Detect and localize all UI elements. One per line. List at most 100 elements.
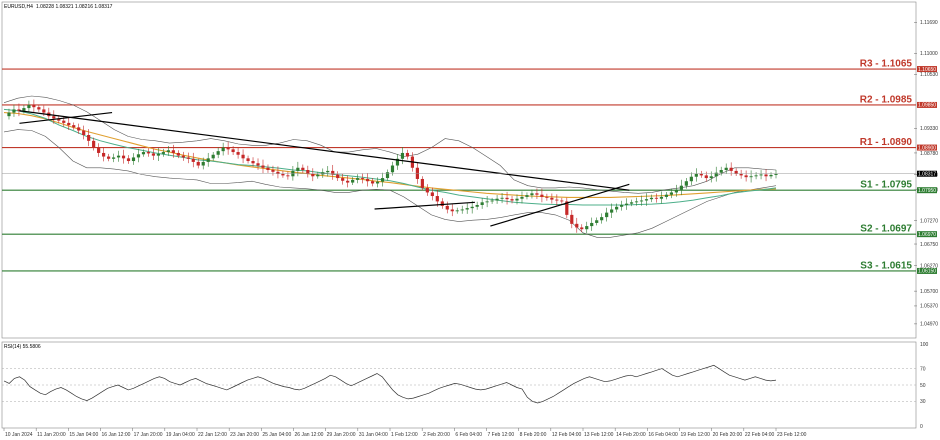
candle-body (261, 165, 265, 168)
candle-body (216, 151, 220, 155)
candle-body (435, 196, 439, 202)
candle (600, 213, 604, 224)
rsi-layer: 100 70 50 30 0 (2, 342, 929, 430)
candle-body (749, 176, 753, 178)
candle-body (480, 202, 484, 205)
x-tick-label: 2 Feb 20:00 (423, 432, 450, 438)
candle-body (236, 152, 240, 155)
candle (430, 187, 434, 201)
candle (440, 198, 444, 209)
candle (485, 196, 489, 208)
candle (624, 198, 629, 210)
candle-body (590, 222, 594, 227)
candle (37, 104, 41, 112)
candle-body (729, 167, 733, 171)
candle-body (724, 167, 728, 170)
candle-body (331, 170, 335, 175)
candle (281, 170, 285, 178)
candle (400, 147, 405, 165)
candle-body (141, 152, 146, 155)
indicators-layer (3, 95, 777, 238)
candle (714, 166, 718, 182)
candle (739, 169, 743, 179)
candle-body (395, 158, 400, 166)
level-price-tag: 1.06970 (918, 232, 936, 238)
candle (769, 172, 773, 179)
candle (505, 191, 509, 205)
candle-body (550, 197, 554, 200)
candle (390, 161, 395, 176)
candle-body (769, 174, 773, 177)
x-tick-label: 16 Jan 12:00 (102, 432, 131, 438)
candle-body (440, 201, 444, 206)
candle (331, 164, 335, 180)
x-tick-label: 23 Feb 12:00 (777, 432, 807, 438)
support-resistance-levels: R3 - 1.1065 1.10650 R2 - 1.0985 1.09850 R1 -… (2, 59, 937, 275)
level-price-tag-bg (917, 144, 937, 151)
y-tick-label: 1.07270 (920, 218, 938, 224)
candle-body (77, 127, 81, 131)
candle-body (510, 199, 514, 201)
candle (111, 153, 116, 163)
candle-body (565, 201, 569, 215)
candle (615, 203, 619, 213)
candle (126, 155, 131, 164)
candle-body (151, 153, 156, 156)
candle (246, 155, 250, 164)
candle (236, 147, 240, 159)
candle (659, 191, 664, 204)
x-tick-label: 19 Jan 04:00 (166, 432, 195, 438)
candle-body (286, 175, 290, 177)
current-price-tag: 1.08317 (2, 170, 937, 178)
candle-body (82, 130, 86, 136)
level-price-tag-bg (917, 187, 937, 194)
candle-body (580, 227, 584, 230)
candle-body (271, 170, 275, 172)
candle-body (704, 175, 708, 179)
price-plot-frame (1, 1, 917, 339)
x-tick-label: 26 Jan 12:00 (295, 432, 324, 438)
x-tick-label: 25 Jan 04:00 (262, 432, 291, 438)
y-tick-label: 1.08780 (920, 151, 938, 157)
candle (450, 204, 454, 217)
candle-body (465, 208, 469, 210)
candle (231, 146, 235, 155)
candle (186, 152, 190, 164)
candle-body (136, 154, 141, 158)
candle-body (7, 112, 11, 117)
x-tick-label: 7 Feb 12:00 (488, 432, 515, 438)
candle-body (669, 192, 674, 195)
candle-body (774, 173, 778, 175)
candle (530, 189, 534, 199)
candle-body (709, 176, 713, 179)
candle (361, 173, 365, 184)
candle-body (490, 200, 494, 202)
level-label-r3: R3 - 1.1065 (860, 59, 913, 70)
candle (525, 192, 529, 200)
x-tick-label: 1 Feb 12:00 (391, 432, 418, 438)
candle-body (171, 150, 175, 153)
candle-body (121, 155, 126, 159)
candle (455, 207, 459, 214)
candle (151, 148, 156, 161)
x-tick-label: 13 Feb 12:00 (584, 432, 614, 438)
x-tick-label: 14 Feb 20:00 (616, 432, 646, 438)
candle (351, 177, 355, 185)
x-tick-label: 31 Jan 04:00 (359, 432, 388, 438)
candle (664, 191, 669, 200)
candle (136, 148, 141, 163)
candle-body (475, 204, 479, 207)
candle-body (246, 158, 250, 162)
candle-body (624, 203, 629, 205)
candle-body (610, 209, 614, 213)
candle-body (241, 154, 245, 159)
candle (460, 205, 464, 214)
candle-body (420, 178, 424, 188)
candle (201, 157, 205, 170)
candle (52, 110, 56, 124)
candle (754, 172, 758, 180)
candle (216, 147, 220, 159)
candle (420, 176, 424, 191)
candle (121, 149, 126, 164)
candle-body (37, 107, 41, 110)
